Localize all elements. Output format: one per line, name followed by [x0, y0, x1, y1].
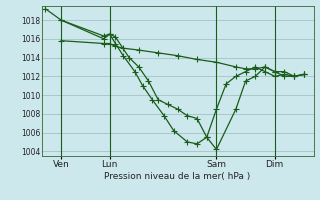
X-axis label: Pression niveau de la mer( hPa ): Pression niveau de la mer( hPa ) [104, 172, 251, 181]
